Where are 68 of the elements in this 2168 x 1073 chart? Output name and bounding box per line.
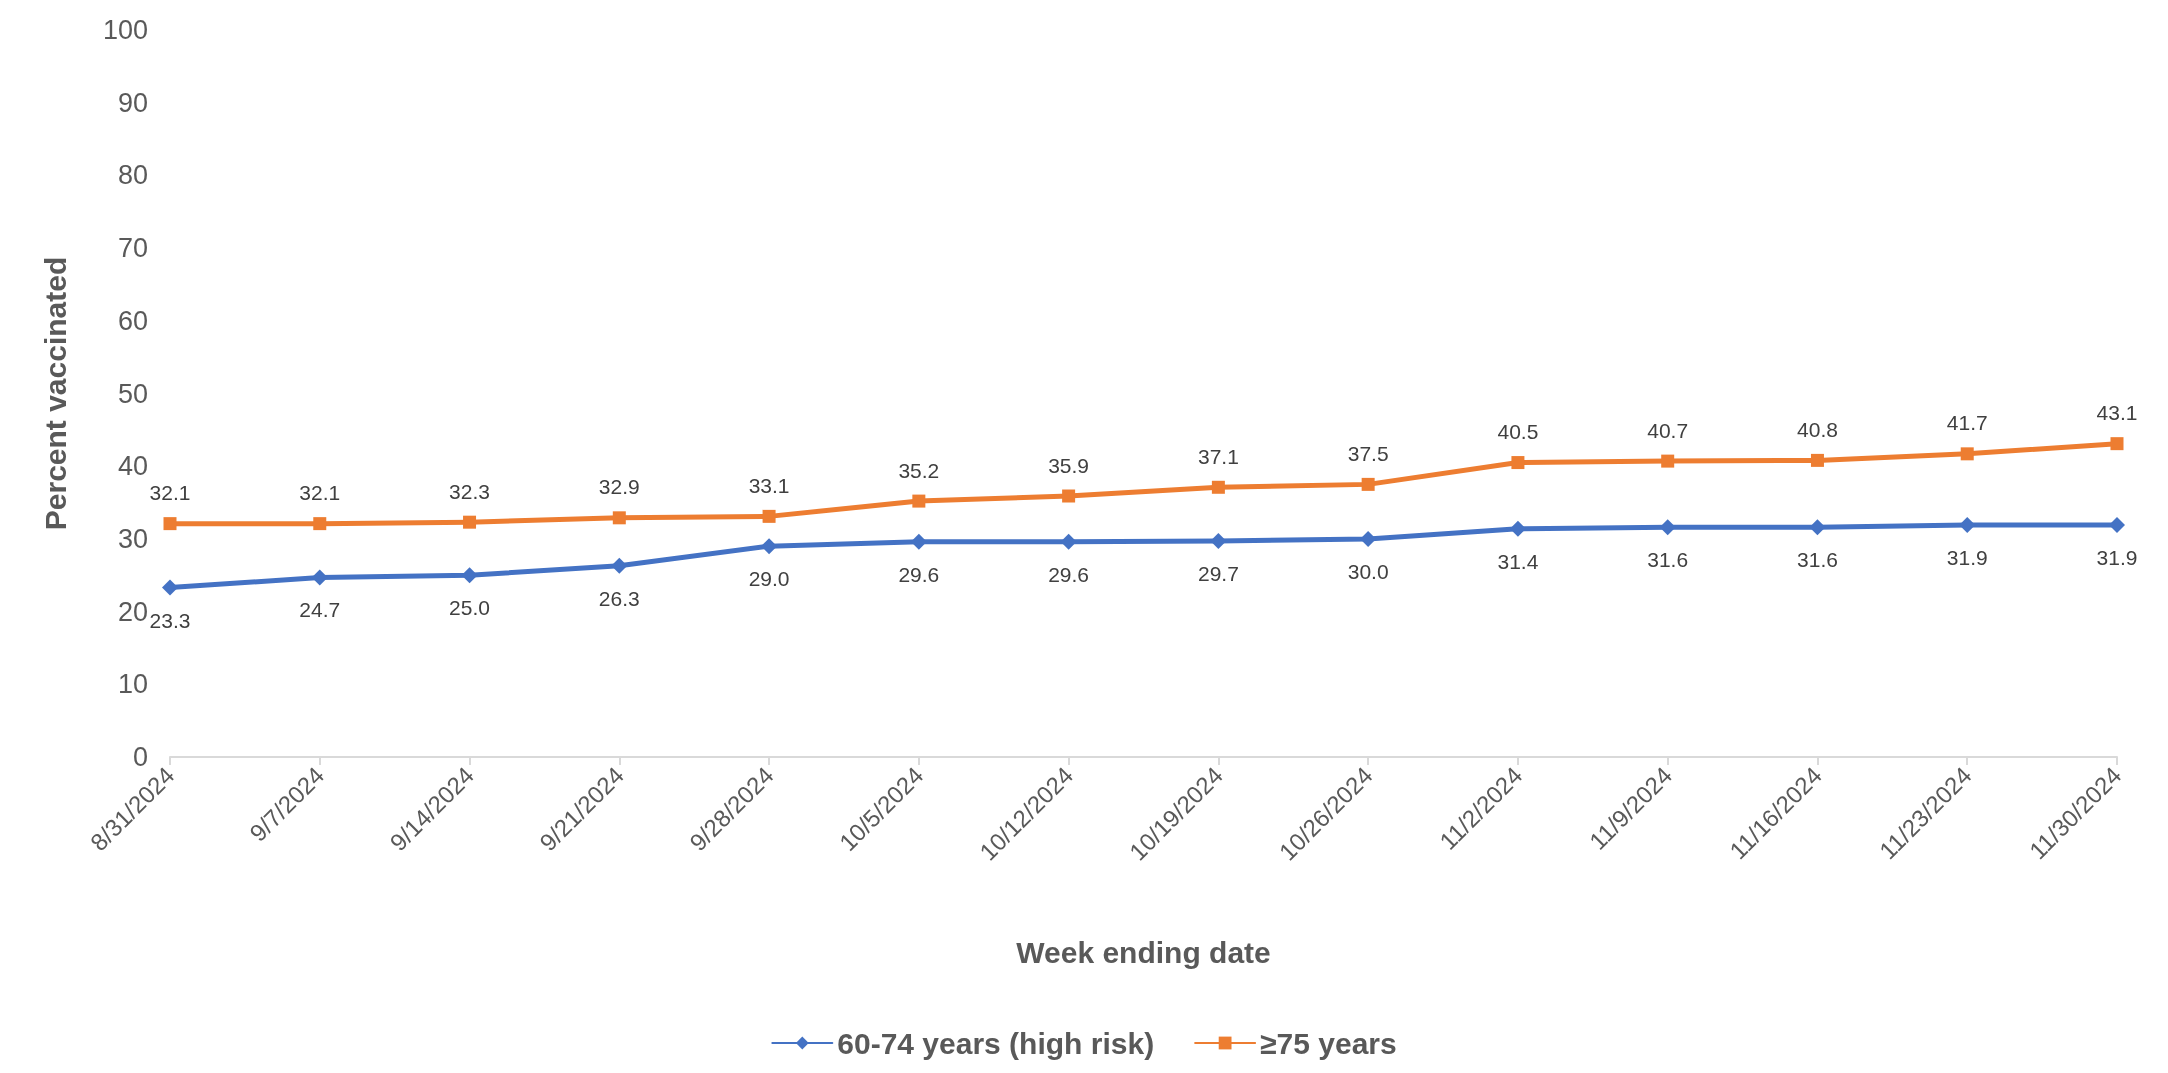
point: [311, 569, 328, 586]
data-label: 43.1: [2096, 401, 2138, 425]
point: [163, 517, 177, 531]
x-axis-title: Week ending date: [1016, 935, 1271, 969]
point: [1659, 519, 1676, 536]
data-label: 40.8: [1797, 417, 1838, 441]
data-label: 30.0: [1347, 559, 1389, 583]
point: [762, 509, 776, 523]
point: [162, 579, 178, 596]
point: [2110, 437, 2124, 451]
point: [611, 557, 628, 574]
point: [1960, 447, 1974, 461]
data-label: 32.1: [299, 481, 341, 505]
data-label: 24.7: [299, 598, 341, 622]
data-label: 31.4: [1497, 549, 1539, 573]
data-label: 23.3: [149, 608, 191, 632]
point: [1060, 533, 1077, 550]
y-tick-label: 20: [117, 596, 148, 627]
y-tick-label: 80: [117, 160, 148, 191]
point: [910, 533, 927, 550]
data-label: 29.7: [1197, 562, 1239, 586]
data-label: 40.7: [1647, 418, 1689, 442]
y-axis-title: Percent vaccinated: [38, 256, 72, 531]
y-tick-label: 50: [117, 378, 148, 409]
data-label: 29.0: [748, 567, 790, 591]
y-tick-label: 40: [117, 451, 148, 482]
data-label: 31.9: [2096, 546, 2138, 570]
point: [612, 511, 626, 525]
data-label: 35.9: [1048, 453, 1090, 477]
data-label: 35.2: [898, 458, 940, 482]
data-label: 40.5: [1497, 420, 1539, 444]
legend-label: ≥75 years: [1260, 1026, 1397, 1060]
data-label: 33.1: [748, 473, 790, 497]
point: [912, 494, 926, 508]
point: [1809, 519, 1826, 536]
data-label: 29.6: [1048, 562, 1090, 586]
data-label: 31.6: [1647, 548, 1689, 572]
data-label: 41.7: [1946, 411, 1988, 435]
point: [1211, 480, 1225, 494]
data-label: 29.6: [898, 562, 940, 586]
point: [1361, 477, 1375, 491]
y-tick-label: 10: [117, 669, 148, 700]
point: [461, 567, 478, 584]
point: [1509, 520, 1526, 537]
point: [1210, 533, 1227, 550]
data-label: 37.5: [1347, 441, 1389, 465]
data-label: 25.0: [449, 596, 490, 620]
y-tick-label: 60: [117, 305, 148, 336]
point: [1661, 454, 1675, 468]
data-label: 32.3: [449, 479, 490, 503]
data-label: 31.9: [1946, 546, 1988, 570]
data-label: 37.1: [1197, 444, 1239, 468]
y-tick-label: 100: [102, 15, 148, 45]
point: [2109, 517, 2125, 534]
point: [1062, 489, 1076, 503]
point: [313, 517, 327, 531]
legend-label: 60-74 years (high risk): [837, 1026, 1155, 1060]
y-tick-label: 0: [132, 742, 148, 772]
point: [463, 515, 477, 529]
y-tick-label: 30: [117, 523, 148, 554]
data-label: 26.3: [598, 586, 640, 610]
data-label: 31.6: [1797, 548, 1838, 572]
data-label: 32.9: [598, 475, 640, 499]
point: [1511, 456, 1525, 470]
point: [1810, 453, 1824, 467]
y-tick-label: 70: [117, 233, 148, 264]
data-label: 32.1: [149, 481, 191, 505]
y-tick-label: 90: [117, 87, 148, 118]
